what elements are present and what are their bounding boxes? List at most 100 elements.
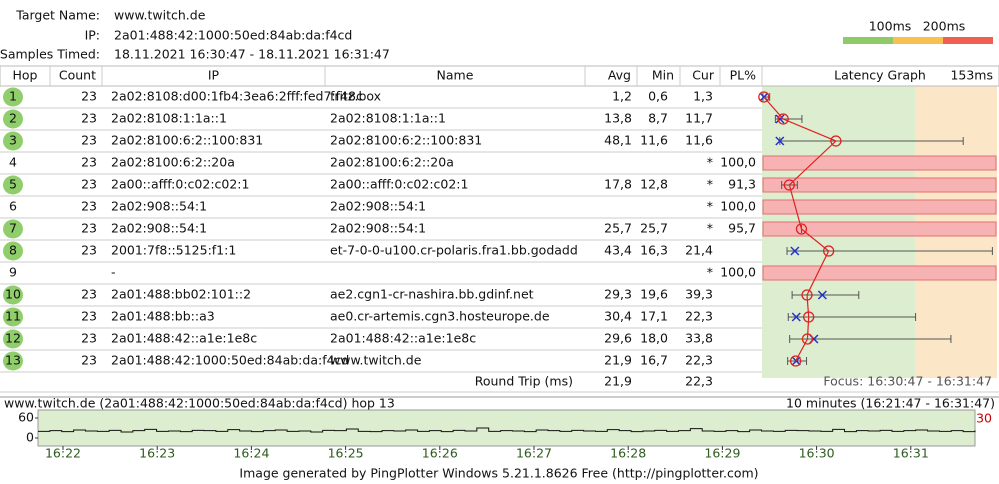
hop: 6 [9, 199, 17, 214]
cur: * [707, 199, 713, 214]
current-marker [790, 246, 800, 256]
column-header: Avg [608, 68, 631, 83]
avg: 43,4 [604, 243, 632, 258]
timeline-area [37, 409, 976, 447]
legend-bar [843, 37, 893, 44]
name: 2a02:908::54:1 [330, 221, 426, 236]
cur: 1,3 [693, 89, 713, 104]
min: 8,7 [648, 111, 668, 126]
count: 23 [81, 309, 97, 324]
hop-badge [3, 175, 23, 195]
x-tick-label: 16:27 [516, 446, 552, 461]
focus: Focus: 16:30:47 - 16:31:47 [823, 374, 992, 389]
cur: 11,6 [685, 133, 713, 148]
count: 23 [81, 133, 97, 148]
hop: 2 [9, 111, 17, 126]
count: 23 [81, 221, 97, 236]
count: 23 [81, 111, 97, 126]
avg-marker [758, 91, 770, 103]
avg-marker [777, 113, 789, 125]
footer: Image generated by PingPlotter Windows 5… [239, 466, 758, 481]
hop: 7 [9, 221, 17, 236]
hop-badge [3, 351, 23, 371]
ip: 2a01:488:bb02:101::2 [111, 287, 251, 302]
current-marker [775, 136, 785, 146]
avg: 29,6 [604, 331, 632, 346]
pl: 100,0 [720, 265, 756, 280]
pl: 95,7 [728, 221, 756, 236]
ip: 2a00::afff:0:c02:c02:1 [111, 177, 249, 192]
cur: 11,7 [685, 111, 713, 126]
samples: 18.11.2021 16:30:47 - 18.11.2021 16:31:4… [114, 47, 390, 62]
column-header: IP [208, 68, 220, 83]
hop: 13 [5, 353, 21, 368]
min: 18,0 [640, 331, 668, 346]
pl: 100,0 [720, 155, 756, 170]
hop-badge [3, 87, 23, 107]
hop: 11 [5, 309, 21, 324]
column-header: Count [59, 68, 96, 83]
avg: 30,4 [604, 309, 632, 324]
x-tick-label: 16:26 [422, 446, 458, 461]
avg-marker [830, 135, 842, 147]
name: www.twitch.de [330, 353, 422, 368]
name: 2a00::afff:0:c02:c02:1 [330, 177, 468, 192]
column-header: Name [437, 68, 474, 83]
min: 25,7 [640, 221, 668, 236]
hop: 9 [9, 265, 17, 280]
column-header: Min [652, 68, 674, 83]
target: www.twitch.de [114, 8, 206, 23]
legend-label: 100ms [869, 19, 912, 34]
count: 23 [81, 89, 97, 104]
timeline-title: www.twitch.de (2a01:488:42:1000:50ed:84a… [4, 396, 395, 411]
ip: 2a01:488:42:1000:50ed:84ab:da:f4cd [111, 353, 349, 368]
min: 16,3 [640, 243, 668, 258]
count: 23 [81, 353, 97, 368]
packet-loss-bar [762, 199, 997, 215]
round-trip-cur: 22,3 [685, 374, 713, 389]
name: fritz.box [330, 89, 381, 104]
avg-marker [789, 355, 802, 367]
avg: 1,2 [612, 89, 632, 104]
avg: 17,8 [604, 177, 632, 192]
ip: 2001:7f8::5125:f1:1 [111, 243, 236, 258]
x-tick-label: 16:30 [799, 446, 835, 461]
hop: 8 [9, 243, 17, 258]
avg-marker [803, 311, 815, 323]
hop-badge [3, 219, 23, 239]
min: 16,7 [640, 353, 668, 368]
count: 23 [81, 155, 97, 170]
cur: 22,3 [685, 353, 713, 368]
avg-line [763, 96, 837, 362]
ip: 2a01:488:42::a1e:1e8c [111, 331, 257, 346]
round-trip-avg: 21,9 [604, 374, 632, 389]
ip: 2a02:908::54:1 [111, 221, 207, 236]
timeline-range: 10 minutes (16:21:47 - 16:31:47) [786, 396, 995, 411]
pl: 91,3 [728, 177, 756, 192]
y-tick-label: 0 [26, 430, 34, 445]
current-marker [775, 114, 785, 124]
packet-loss-bar [762, 155, 997, 171]
column-header: Latency Graph [834, 68, 926, 83]
name: ae0.cr-artemis.cgn3.hosteurope.de [330, 309, 550, 324]
packet-loss-bar [762, 221, 997, 237]
x-tick-label: 16:25 [328, 446, 364, 461]
cur: 21,4 [685, 243, 713, 258]
name: 2a02:8100:6:2::20a [330, 155, 454, 170]
name: 2a02:908::54:1 [330, 199, 426, 214]
count: 23 [81, 243, 97, 258]
target-label: Target Name: [15, 8, 100, 23]
avg-marker [783, 179, 795, 191]
current-marker [817, 290, 827, 300]
count: 23 [81, 199, 97, 214]
column-header: Cur [692, 68, 715, 83]
hop-badge [3, 131, 23, 151]
graph-max: 153ms [950, 68, 993, 83]
timeline-line [38, 427, 976, 433]
min: 19,6 [640, 287, 668, 302]
ip: 2a02:8108:1:1a::1 [111, 111, 227, 126]
name: ae2.cgn1-cr-nashira.bb.gdinf.net [330, 287, 534, 302]
hop: 3 [9, 133, 17, 148]
current-marker [791, 312, 801, 322]
